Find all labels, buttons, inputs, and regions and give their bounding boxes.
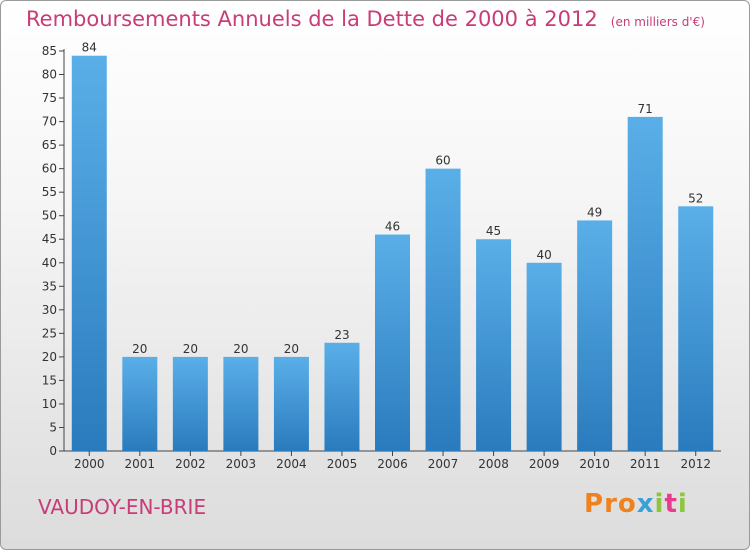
logo-letter: x [636, 489, 655, 519]
bar [577, 220, 613, 451]
y-tick-label: 40 [42, 256, 57, 270]
bar [273, 356, 309, 451]
data-label: 23 [334, 328, 349, 342]
y-tick-label: 85 [42, 44, 57, 58]
data-label: 49 [587, 205, 602, 219]
data-label: 20 [233, 342, 248, 356]
x-tick-label: 2011 [630, 457, 661, 471]
data-label: 71 [638, 102, 653, 116]
y-tick-label: 0 [49, 444, 57, 458]
x-tick-label: 2002 [175, 457, 206, 471]
chart-unit: (en milliers d'€) [610, 15, 705, 29]
logo-letter: P [584, 489, 605, 519]
logo-letter: o [617, 489, 637, 519]
logo-letter: t [664, 489, 678, 519]
data-label: 60 [435, 154, 450, 168]
y-tick-label: 15 [42, 373, 57, 387]
x-tick-label: 2008 [478, 457, 509, 471]
bar [476, 239, 512, 451]
data-label: 45 [486, 224, 501, 238]
bar [122, 356, 158, 451]
y-tick-label: 50 [42, 209, 57, 223]
y-tick-label: 70 [42, 115, 57, 129]
chart-title-text: Remboursements Annuels de la Dette de 20… [26, 7, 598, 31]
logo-letter: i [677, 489, 688, 519]
y-tick-label: 20 [42, 350, 57, 364]
bar [172, 356, 208, 451]
y-tick-label: 5 [49, 420, 57, 434]
chart-axes: 0 5 10 15 20 25 30 35 40 45 50 55 60 65 70 75 80 85 2000 20… [42, 44, 721, 471]
chart-bars: 84 20 20 20 20 23 46 60 45 40 49 71 52 [71, 41, 714, 452]
x-tick-label: 2004 [276, 457, 307, 471]
data-label: 46 [385, 220, 400, 234]
y-tick-label: 35 [42, 279, 57, 293]
y-tick-label: 45 [42, 232, 57, 246]
data-label: 40 [536, 248, 551, 262]
bar [627, 116, 663, 451]
bar [324, 342, 360, 451]
bar [526, 262, 562, 451]
y-tick-label: 75 [42, 91, 57, 105]
data-label: 84 [82, 41, 97, 55]
proxiti-logo: Proxiti [584, 489, 688, 519]
data-label: 20 [132, 342, 147, 356]
y-tick-label: 60 [42, 162, 57, 176]
data-label: 20 [183, 342, 198, 356]
logo-letter: r [604, 489, 618, 519]
x-tick-label: 2007 [428, 457, 459, 471]
y-tick-label: 30 [42, 303, 57, 317]
bar [425, 168, 461, 451]
x-tick-label: 2003 [226, 457, 257, 471]
bar [678, 206, 714, 451]
bar [71, 55, 107, 452]
municipality-name: VAUDOY-EN-BRIE [38, 495, 207, 519]
data-label: 20 [284, 342, 299, 356]
data-label: 52 [688, 191, 703, 205]
y-tick-label: 10 [42, 397, 57, 411]
x-tick-label: 2009 [529, 457, 560, 471]
x-tick-label: 2000 [74, 457, 105, 471]
bar [375, 234, 410, 451]
y-tick-label: 25 [42, 326, 57, 340]
chart-title: Remboursements Annuels de la Dette de 20… [26, 7, 705, 31]
x-tick-label: 2001 [125, 457, 156, 471]
y-tick-label: 55 [42, 185, 57, 199]
bar [223, 356, 259, 451]
x-tick-label: 2006 [377, 457, 408, 471]
x-tick-label: 2005 [327, 457, 358, 471]
x-tick-label: 2012 [680, 457, 711, 471]
logo-letter: i [654, 489, 665, 519]
y-tick-label: 80 [42, 68, 57, 82]
y-tick-label: 65 [42, 138, 57, 152]
x-tick-label: 2010 [579, 457, 610, 471]
